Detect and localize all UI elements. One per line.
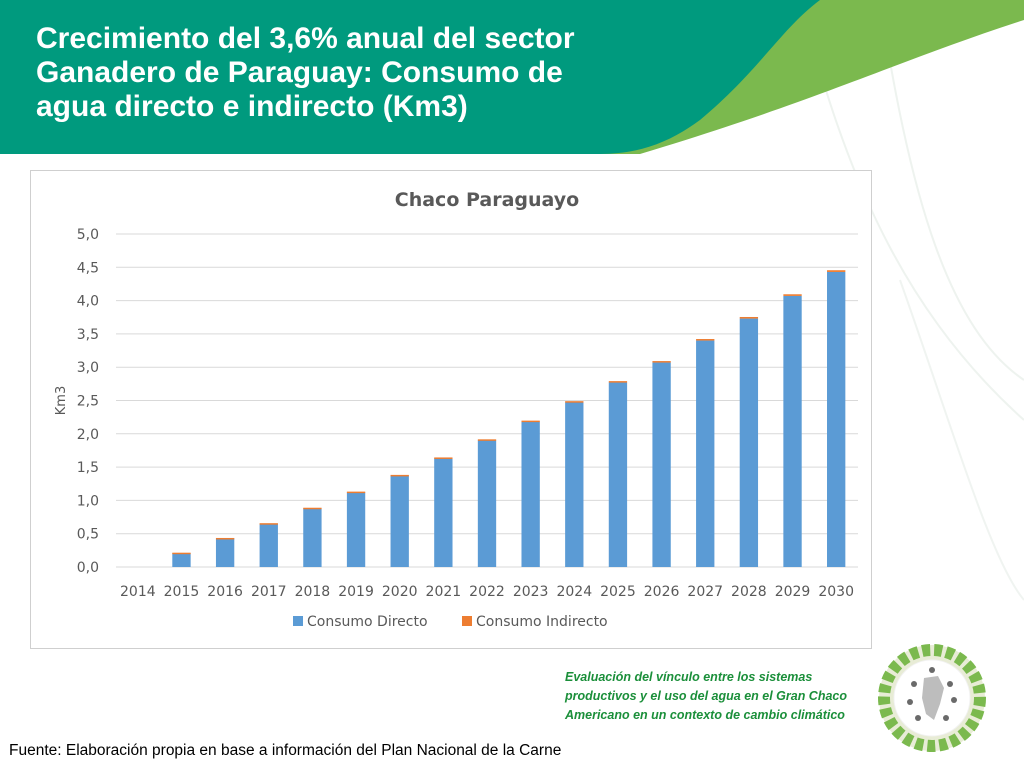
y-tick-label: 3,0 xyxy=(77,360,99,376)
bar-directo-2019 xyxy=(346,492,366,567)
bar-indirecto-2027 xyxy=(696,339,715,341)
y-tick-label: 0,5 xyxy=(77,527,99,543)
y-tick-label: 1,0 xyxy=(77,493,99,509)
bar-indirecto-2019 xyxy=(346,491,366,494)
source-note: Fuente: Elaboración propia en base a inf… xyxy=(9,742,562,759)
project-caption: Evaluación del vínculo entre los sistema… xyxy=(565,670,848,722)
bar-indirecto-2017 xyxy=(259,523,278,525)
bar-indirecto-2016 xyxy=(215,537,235,540)
x-tick-label: 2028 xyxy=(731,584,767,600)
bar-indirecto-2025 xyxy=(608,381,628,383)
bar-directo-2030 xyxy=(827,271,846,567)
x-tick-label: 2030 xyxy=(818,584,854,600)
bar-indirecto-2030 xyxy=(827,270,846,272)
x-tick-label: 2014 xyxy=(120,584,156,600)
y-tick-label: 0,0 xyxy=(77,560,99,576)
x-tick-label: 2017 xyxy=(251,584,287,600)
y-axis-label: Km3 xyxy=(54,386,69,415)
bar-directo-2017 xyxy=(259,523,278,567)
bar-indirecto-2015 xyxy=(172,552,191,555)
bar-directo-2025 xyxy=(608,382,628,567)
x-tick-label: 2021 xyxy=(426,584,462,600)
legend-label: Consumo Directo xyxy=(307,614,428,630)
bar-directo-2027 xyxy=(696,340,715,567)
bar-indirecto-2024 xyxy=(565,401,584,403)
bar-indirecto-2028 xyxy=(739,316,759,319)
y-tick-label: 4,0 xyxy=(77,294,99,310)
bar-directo-2018 xyxy=(303,508,322,567)
bar-directo-2022 xyxy=(477,440,497,567)
bar-indirecto-2018 xyxy=(303,507,322,510)
bar-directo-2026 xyxy=(652,362,671,567)
x-tick-label: 2018 xyxy=(295,584,331,600)
x-tick-label: 2024 xyxy=(556,584,592,600)
x-tick-label: 2019 xyxy=(338,584,374,600)
y-tick-label: 1,5 xyxy=(77,460,99,476)
y-tick-label: 4,5 xyxy=(77,260,99,276)
bar-directo-2016 xyxy=(215,538,235,567)
bar-indirecto-2021 xyxy=(434,457,453,459)
x-tick-label: 2020 xyxy=(382,584,418,600)
bar-directo-2023 xyxy=(521,421,540,567)
x-tick-label: 2016 xyxy=(207,584,243,600)
slide-title: Crecimiento del 3,6% anual del sector Ga… xyxy=(36,22,575,123)
x-tick-label: 2027 xyxy=(687,584,723,600)
bar-directo-2028 xyxy=(739,318,759,567)
y-tick-label: 3,5 xyxy=(77,327,99,343)
bar-directo-2021 xyxy=(434,458,453,567)
chart-container: Chaco Paraguayo 0,0 0,5 1,0 1,5 2,0 2,5 3,0 3,5 4… xyxy=(30,170,872,649)
bar-directo-2020 xyxy=(390,475,409,567)
bar-indirecto-2026 xyxy=(652,361,671,363)
x-tick-label: 2026 xyxy=(644,584,680,600)
x-tick-label: 2029 xyxy=(775,584,811,600)
x-tick-label: 2015 xyxy=(164,584,200,600)
y-tick-label: 2,5 xyxy=(77,394,99,410)
y-tick-label: 5,0 xyxy=(77,227,99,243)
x-tick-label: 2022 xyxy=(469,584,505,600)
bar-indirecto-2020 xyxy=(390,474,409,477)
bar-directo-2015 xyxy=(172,553,191,567)
bar-directo-2024 xyxy=(565,402,584,567)
chaco-map-icon xyxy=(922,676,944,720)
bar-directo-2029 xyxy=(783,295,802,567)
x-tick-label: 2023 xyxy=(513,584,549,600)
bar-indirecto-2023 xyxy=(521,420,540,423)
legend-label: Consumo Indirecto xyxy=(476,614,608,630)
y-tick-label: 2,0 xyxy=(77,427,99,443)
legend-swatch xyxy=(462,616,472,626)
bar-indirecto-2029 xyxy=(783,294,802,296)
bar-chart: Chaco Paraguayo 0,0 0,5 1,0 1,5 2,0 2,5 3,0 3,5 4… xyxy=(54,189,858,630)
x-tick-label: 2025 xyxy=(600,584,636,600)
legend-swatch xyxy=(293,616,303,626)
project-logo xyxy=(878,644,986,752)
chart-title: Chaco Paraguayo xyxy=(395,189,579,211)
bar-indirecto-2022 xyxy=(477,439,497,441)
